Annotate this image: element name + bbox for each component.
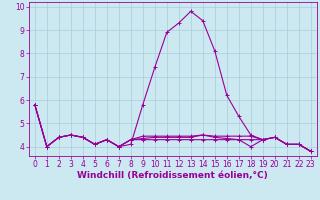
X-axis label: Windchill (Refroidissement éolien,°C): Windchill (Refroidissement éolien,°C) — [77, 171, 268, 180]
